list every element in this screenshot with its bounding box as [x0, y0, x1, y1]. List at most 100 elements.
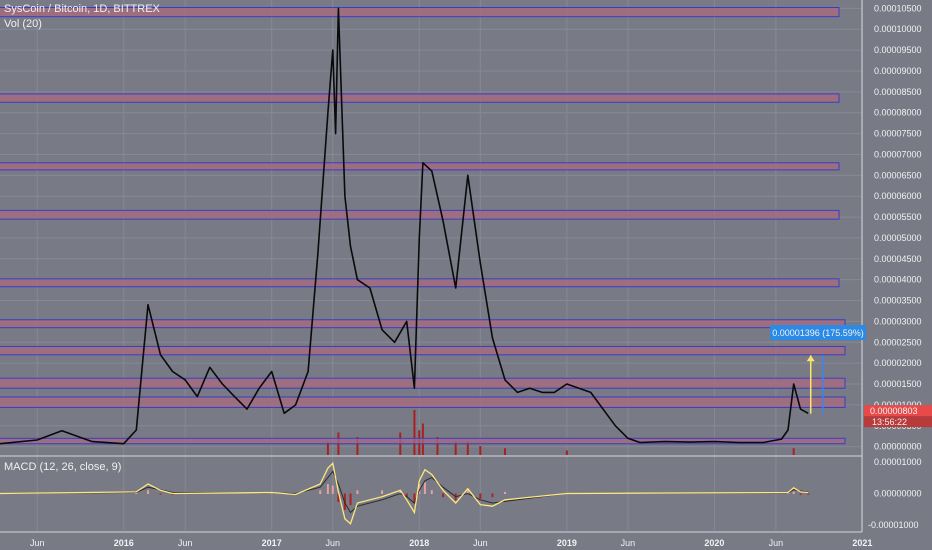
volume-bar: [436, 437, 439, 455]
current-price-badge: [864, 405, 932, 417]
macd-histogram-bar: [430, 490, 433, 494]
price-tick-label: 0.00004500: [874, 254, 922, 264]
price-tick-label: 0.00009000: [874, 66, 922, 76]
measure-tool[interactable]: 0.00001396 (175.59%): [770, 325, 866, 414]
measure-label: 0.00001396 (175.59%): [772, 328, 864, 338]
time-tick-label: 2021: [852, 538, 872, 548]
macd-histogram-bar: [466, 488, 469, 494]
macd-histogram-bar: [356, 490, 359, 494]
macd-histogram-bar: [799, 493, 802, 495]
price-tick-label: 0.00008500: [874, 87, 922, 97]
volume-bar: [565, 450, 568, 455]
resistance-zone: [0, 162, 840, 171]
countdown-badge: [864, 416, 932, 428]
price-tick-label: 0.00008000: [874, 108, 922, 118]
price-tick-label: 0.00010500: [874, 3, 922, 13]
price-tick-label: 0.00009500: [874, 45, 922, 55]
volume-bar: [466, 441, 469, 455]
time-tick-label: Jun: [473, 538, 488, 548]
macd-histogram-bar: [405, 493, 408, 498]
resistance-zone: [0, 437, 846, 445]
price-tick-label: 0.00002500: [874, 337, 922, 347]
price-axis[interactable]: 0.00010500 0.00010000 0.00009500 0.00009000…: [864, 3, 932, 530]
price-tick-label: 0.00003500: [874, 296, 922, 306]
resistance-zone: [0, 7, 840, 18]
resistance-zone: [0, 319, 846, 329]
price-tick-label: 0.00005000: [874, 233, 922, 243]
volume-bar: [356, 437, 359, 455]
price-tick-label: 0.00006000: [874, 191, 922, 201]
resistance-zones: [0, 7, 846, 445]
macd-histogram-bar: [135, 492, 138, 494]
time-tick-label: 2019: [557, 538, 577, 548]
measure-arrow-head: [806, 355, 815, 362]
macd-tick-label: -0.00001000: [868, 520, 919, 530]
volume-bar: [479, 446, 482, 455]
macd-pane: [0, 461, 810, 525]
price-tick-label: 0.00004000: [874, 275, 922, 285]
macd-histogram-bar: [491, 493, 494, 498]
macd-histogram-bar: [442, 493, 445, 498]
macd-histogram-bar: [807, 493, 810, 495]
price-tick-label: 0.00000000: [874, 442, 922, 452]
price-tick-label: 0.00007500: [874, 129, 922, 139]
macd-legend[interactable]: MACD (12, 26, close, 9): [4, 461, 122, 473]
macd-histogram-bar: [787, 493, 790, 494]
price-tick-label: 0.00006500: [874, 170, 922, 180]
macd-histogram-bar: [413, 493, 416, 504]
macd-histogram-bar: [146, 490, 149, 494]
time-tick-label: Jun: [621, 538, 636, 548]
volume-legend[interactable]: Vol (20): [4, 18, 42, 30]
time-tick-label: Jun: [325, 538, 340, 548]
macd-histogram-bar: [270, 493, 273, 494]
symbol-title[interactable]: SysCoin / Bitcoin, 1D, BITTREX: [4, 3, 160, 15]
price-tick-label: 0.00001500: [874, 379, 922, 389]
countdown-label: 13:56:22: [872, 417, 907, 427]
macd-histogram-bar: [349, 493, 352, 506]
resistance-zone: [0, 278, 840, 288]
measure-badge: [770, 325, 866, 340]
volume-bar: [454, 441, 457, 455]
macd-histogram-bar: [337, 493, 340, 502]
price-tick-label: 0.00010000: [874, 24, 922, 34]
time-tick-label: 2020: [704, 538, 724, 548]
macd-line: [0, 461, 809, 525]
resistance-zone: [0, 93, 840, 103]
volume-bar: [326, 441, 329, 455]
macd-histogram-bar: [171, 493, 174, 495]
volume-bar: [792, 448, 795, 455]
time-axis[interactable]: Jun 2016 Jun 2017 Jun 2018 Jun 2019 Jun 2020 Jun 20…: [30, 538, 872, 548]
macd-tick-label: 0.00000000: [874, 489, 922, 499]
macd-histogram-bar: [381, 490, 384, 494]
macd-tick-label: 0.00001000: [874, 457, 922, 467]
price-tick-label: 0.00002000: [874, 358, 922, 368]
macd-histogram-bar: [792, 491, 795, 494]
macd-histogram-bar: [319, 490, 322, 494]
macd-histogram-bar: [399, 490, 402, 494]
time-tick-label: Jun: [178, 538, 193, 548]
price-line: [0, 7, 809, 445]
volume-bar: [503, 448, 506, 455]
time-tick-label: Jun: [769, 538, 784, 548]
volume-bar: [413, 410, 416, 455]
macd-histogram-bar: [423, 482, 426, 494]
price-tick-label: 0.00003000: [874, 316, 922, 326]
current-price-label: 0.00000803: [870, 406, 918, 416]
time-tick-label: 2016: [114, 538, 134, 548]
macd-histogram-bar: [503, 491, 506, 494]
resistance-zone: [0, 345, 846, 356]
macd-histogram-bar: [159, 493, 162, 495]
resistance-zone: [0, 396, 846, 408]
price-tick-label: 0.00001000: [874, 400, 922, 410]
resistance-zone: [0, 377, 846, 389]
time-tick-label: 2017: [262, 538, 282, 548]
macd-histogram-bar: [331, 485, 334, 494]
price-tick-label: 0.00007000: [874, 149, 922, 159]
macd-histogram-bar: [326, 483, 329, 494]
macd-histogram-bar: [418, 483, 421, 494]
time-tick-label: Jun: [30, 538, 45, 548]
price-series: [0, 7, 809, 445]
